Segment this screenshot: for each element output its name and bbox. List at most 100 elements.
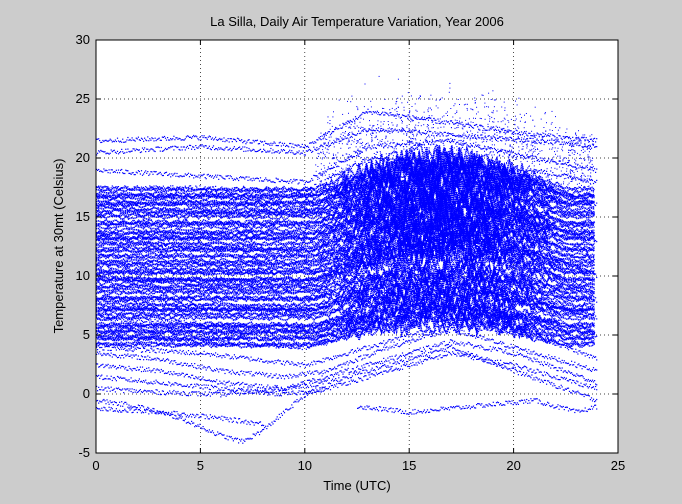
data-point <box>531 142 533 144</box>
data-point <box>449 141 452 144</box>
data-point <box>334 299 336 301</box>
data-point <box>544 320 547 322</box>
data-point <box>512 250 514 252</box>
data-point <box>587 314 589 316</box>
data-point <box>183 283 185 285</box>
data-point <box>346 329 348 331</box>
data-point <box>96 239 98 241</box>
data-point <box>288 253 290 255</box>
data-point <box>369 306 371 308</box>
data-point <box>421 175 423 178</box>
data-point <box>158 340 160 342</box>
data-point <box>511 298 513 300</box>
data-point <box>410 162 412 165</box>
data-point <box>430 210 432 213</box>
data-point <box>440 248 442 250</box>
data-point <box>263 249 265 251</box>
data-point <box>335 197 337 199</box>
plot-area <box>96 40 618 453</box>
daily-trace <box>95 213 595 266</box>
data-point <box>340 172 342 174</box>
data-point <box>192 174 194 176</box>
data-point <box>258 212 261 214</box>
data-point <box>234 139 237 141</box>
data-point <box>504 138 506 140</box>
data-point <box>100 346 102 349</box>
data-point <box>247 326 249 328</box>
data-point <box>535 182 537 184</box>
data-point <box>248 342 250 344</box>
data-point <box>149 339 151 341</box>
data-point <box>172 243 174 245</box>
data-point <box>99 240 101 242</box>
data-point <box>417 161 419 163</box>
data-point <box>239 213 241 215</box>
data-point <box>149 303 151 305</box>
data-point <box>217 306 219 308</box>
data-point <box>596 179 598 181</box>
data-point <box>494 313 496 315</box>
data-point <box>339 316 341 318</box>
data-point <box>122 172 124 174</box>
data-point <box>565 163 567 166</box>
data-point <box>529 250 531 252</box>
data-point <box>339 273 341 275</box>
data-point <box>223 341 225 343</box>
data-point <box>509 179 511 181</box>
data-point <box>339 173 341 175</box>
data-point <box>460 304 462 306</box>
data-point <box>412 142 414 144</box>
data-point <box>553 190 555 193</box>
data-point <box>140 186 143 188</box>
data-point <box>240 249 242 251</box>
daily-trace <box>95 180 595 231</box>
data-point <box>192 245 194 247</box>
data-point <box>169 350 171 352</box>
data-point <box>151 242 153 244</box>
data-point <box>491 137 493 139</box>
data-point <box>325 243 327 245</box>
data-point <box>444 279 446 281</box>
data-point <box>507 151 509 153</box>
data-point <box>392 285 394 287</box>
data-point <box>480 279 482 281</box>
data-point <box>582 295 584 297</box>
data-point <box>476 138 478 140</box>
data-point <box>184 185 186 187</box>
data-point <box>238 138 240 140</box>
data-point <box>291 326 293 328</box>
data-point <box>266 179 268 181</box>
data-point <box>338 193 340 195</box>
data-point <box>506 139 508 141</box>
data-point <box>433 276 435 278</box>
data-point <box>438 133 440 135</box>
data-point <box>307 330 310 332</box>
data-point <box>578 167 580 169</box>
data-point <box>488 248 490 251</box>
data-point <box>135 348 137 350</box>
data-point <box>525 252 527 254</box>
data-point <box>176 350 178 353</box>
data-point <box>101 299 103 301</box>
data-point <box>162 305 164 307</box>
data-point <box>338 316 340 318</box>
data-point <box>452 134 454 137</box>
data-point <box>535 142 537 144</box>
data-point <box>319 138 321 140</box>
data-point <box>475 124 477 126</box>
data-point <box>572 145 574 147</box>
data-point <box>156 138 158 141</box>
data-point <box>224 307 226 309</box>
data-point <box>285 190 287 192</box>
data-point <box>437 277 439 279</box>
data-point <box>293 153 295 155</box>
data-point <box>286 144 288 146</box>
data-point <box>277 346 279 348</box>
data-point <box>499 250 501 252</box>
data-point <box>227 138 229 140</box>
data-point <box>402 216 405 218</box>
data-point <box>208 245 210 247</box>
data-point <box>406 280 408 282</box>
data-point <box>111 317 113 319</box>
data-point <box>242 282 244 284</box>
